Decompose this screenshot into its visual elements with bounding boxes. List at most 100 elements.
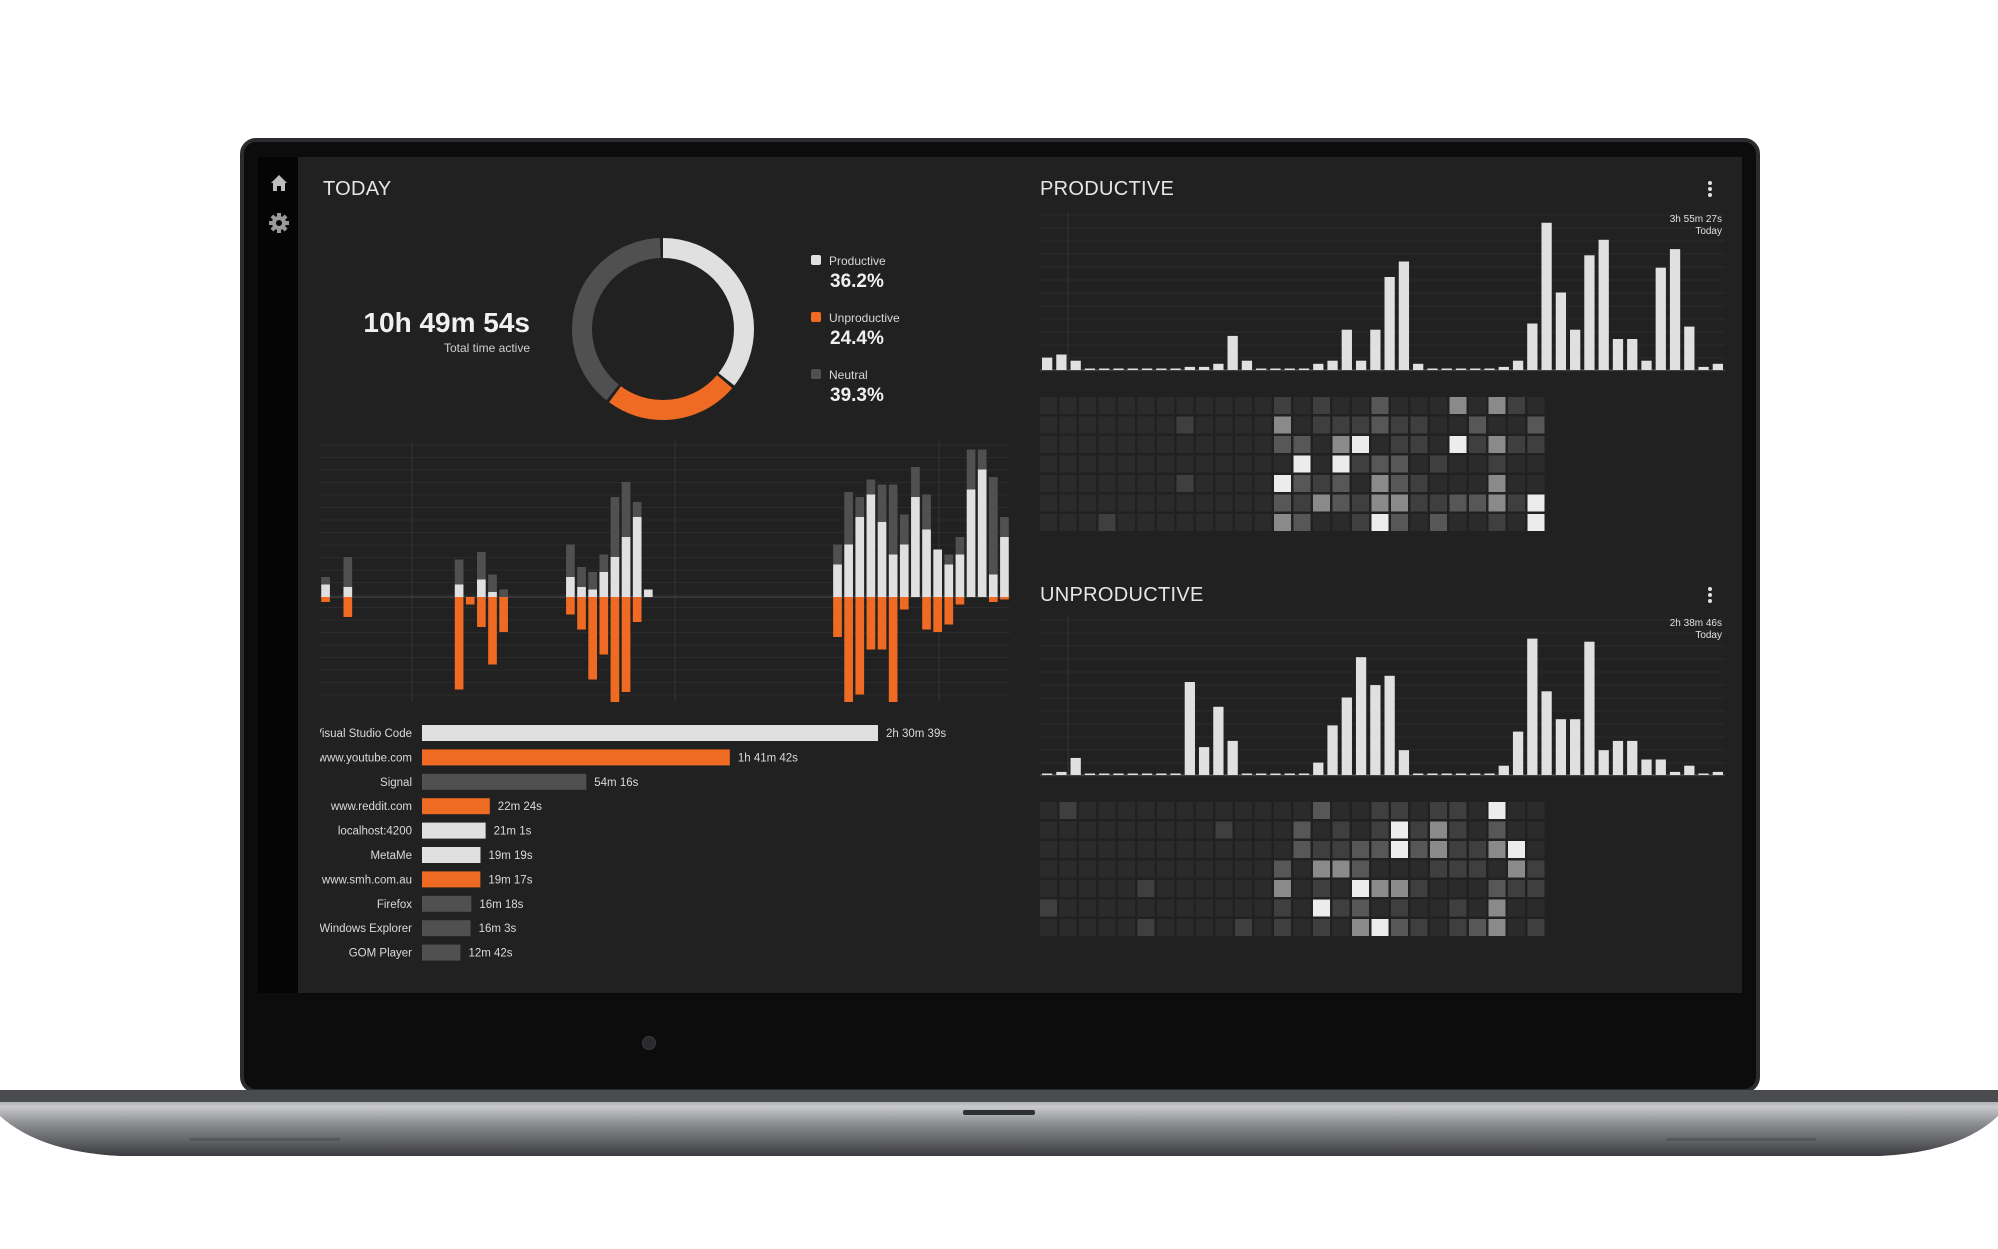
- bar: [1256, 773, 1267, 775]
- bar: [1527, 323, 1538, 370]
- heatmap-cell: [1352, 514, 1369, 531]
- heatmap-cell: [1371, 455, 1389, 473]
- heatmap-cell: [1352, 899, 1369, 917]
- heatmap-cell: [1371, 899, 1389, 917]
- heatmap-cell: [1215, 841, 1233, 858]
- heatmap-cell: [1079, 494, 1096, 512]
- timeline-bar-unproductive: [632, 597, 642, 622]
- heatmap-cell: [1176, 802, 1194, 819]
- productive-menu-icon[interactable]: [1702, 177, 1718, 201]
- heatmap-cell: [1508, 514, 1525, 531]
- heatmap-cell: [1410, 455, 1428, 473]
- app-label: www.reddit.com: [330, 801, 412, 813]
- heatmap-cell: [1430, 494, 1447, 512]
- heatmap-cell: [1079, 802, 1096, 819]
- heatmap-cell: [1254, 455, 1272, 473]
- heatmap-cell: [1410, 821, 1428, 839]
- productive-tooltip: 3h 55m 27s Today: [1628, 214, 1722, 238]
- heatmap-cell: [1332, 455, 1350, 473]
- heatmap-cell: [1391, 860, 1408, 878]
- heatmap-cell: [1079, 455, 1096, 473]
- heatmap-cell: [1235, 494, 1252, 512]
- heatmap-cell: [1469, 899, 1486, 917]
- heatmap-cell: [1391, 494, 1408, 512]
- bar: [1127, 773, 1138, 775]
- heatmap-cell: [1157, 455, 1174, 473]
- timeline-bar-productive: [588, 589, 598, 597]
- timeline-bar-productive: [899, 544, 909, 597]
- heatmap-cell: [1391, 436, 1408, 453]
- webcam-icon: [642, 1036, 656, 1050]
- timeline-bar-unproductive: [488, 597, 497, 665]
- heatmap-cell: [1235, 436, 1252, 453]
- heatmap-cell: [1215, 455, 1233, 473]
- heatmap-cell: [1274, 436, 1291, 453]
- heatmap-cell: [1293, 841, 1311, 858]
- home-icon[interactable]: [268, 172, 290, 194]
- heatmap-cell: [1313, 416, 1330, 434]
- heatmap-cell: [1137, 436, 1155, 453]
- timeline-bar-unproductive: [465, 597, 475, 605]
- timeline-bar-unproductive: [944, 597, 954, 625]
- legend-label-neutral: Neutral: [829, 368, 868, 382]
- bar: [1484, 368, 1495, 370]
- timeline-bar-unproductive: [922, 597, 931, 630]
- heatmap-cell: [1215, 514, 1233, 531]
- heatmap-cell: [1391, 416, 1408, 434]
- bar: [1084, 773, 1096, 775]
- bar: [1712, 771, 1724, 775]
- heatmap-cell: [1371, 475, 1389, 492]
- heatmap-cell: [1488, 860, 1506, 878]
- heatmap-cell: [1059, 841, 1077, 858]
- bar: [1170, 368, 1181, 370]
- heatmap-cell: [1430, 860, 1447, 878]
- gear-icon[interactable]: [268, 212, 290, 234]
- legend-swatch-unproductive: [811, 312, 821, 322]
- timeline-bar-neutral: [488, 574, 497, 592]
- bar: [1541, 691, 1552, 775]
- heatmap-cell: [1332, 899, 1350, 917]
- heatmap-cell: [1449, 802, 1467, 819]
- heatmap-cell: [1098, 899, 1116, 917]
- heatmap-cell: [1391, 514, 1408, 531]
- timeline-bar-productive: [610, 557, 620, 597]
- bar: [1555, 292, 1567, 370]
- bar: [1512, 360, 1524, 370]
- timeline-bar-neutral: [577, 567, 586, 587]
- heatmap-cell: [1196, 397, 1213, 414]
- heatmap-cell: [1293, 416, 1311, 434]
- heatmap-cell: [1371, 397, 1389, 414]
- heatmap-cell: [1254, 494, 1272, 512]
- legend-label-productive: Productive: [829, 254, 886, 268]
- heatmap-cell: [1488, 841, 1506, 858]
- heatmap-cell: [1118, 860, 1135, 878]
- main-content: TODAY 10h 49m 54s Total time active Prod…: [298, 157, 1742, 993]
- unproductive-bar-chart: [1040, 617, 1725, 777]
- heatmap-cell: [1137, 416, 1155, 434]
- unproductive-menu-icon[interactable]: [1702, 583, 1718, 607]
- bar: [1256, 368, 1267, 370]
- bar: [1070, 360, 1081, 370]
- bar: [1684, 326, 1695, 370]
- app-bar: [422, 798, 490, 815]
- heatmap-cell: [1293, 436, 1311, 453]
- bar: [1655, 759, 1666, 775]
- bar: [1241, 773, 1253, 775]
- bar: [1084, 368, 1096, 370]
- timeline-bar-productive: [643, 589, 653, 597]
- timeline-bar-unproductive: [844, 597, 853, 702]
- bar: [1041, 357, 1053, 370]
- bar: [1384, 675, 1395, 775]
- heatmap-cell: [1410, 416, 1428, 434]
- heatmap-cell: [1410, 475, 1428, 492]
- heatmap-cell: [1254, 821, 1272, 839]
- heatmap-cell: [1430, 514, 1447, 531]
- productive-heatmap: [1040, 397, 1545, 531]
- heatmap-cell: [1449, 919, 1467, 936]
- bar: [1627, 740, 1638, 775]
- heatmap-cell: [1449, 841, 1467, 858]
- bar: [1370, 685, 1381, 775]
- timeline-bar-unproductive: [454, 597, 464, 690]
- app-label: Firefox: [377, 899, 412, 911]
- heatmap-cell: [1137, 899, 1155, 917]
